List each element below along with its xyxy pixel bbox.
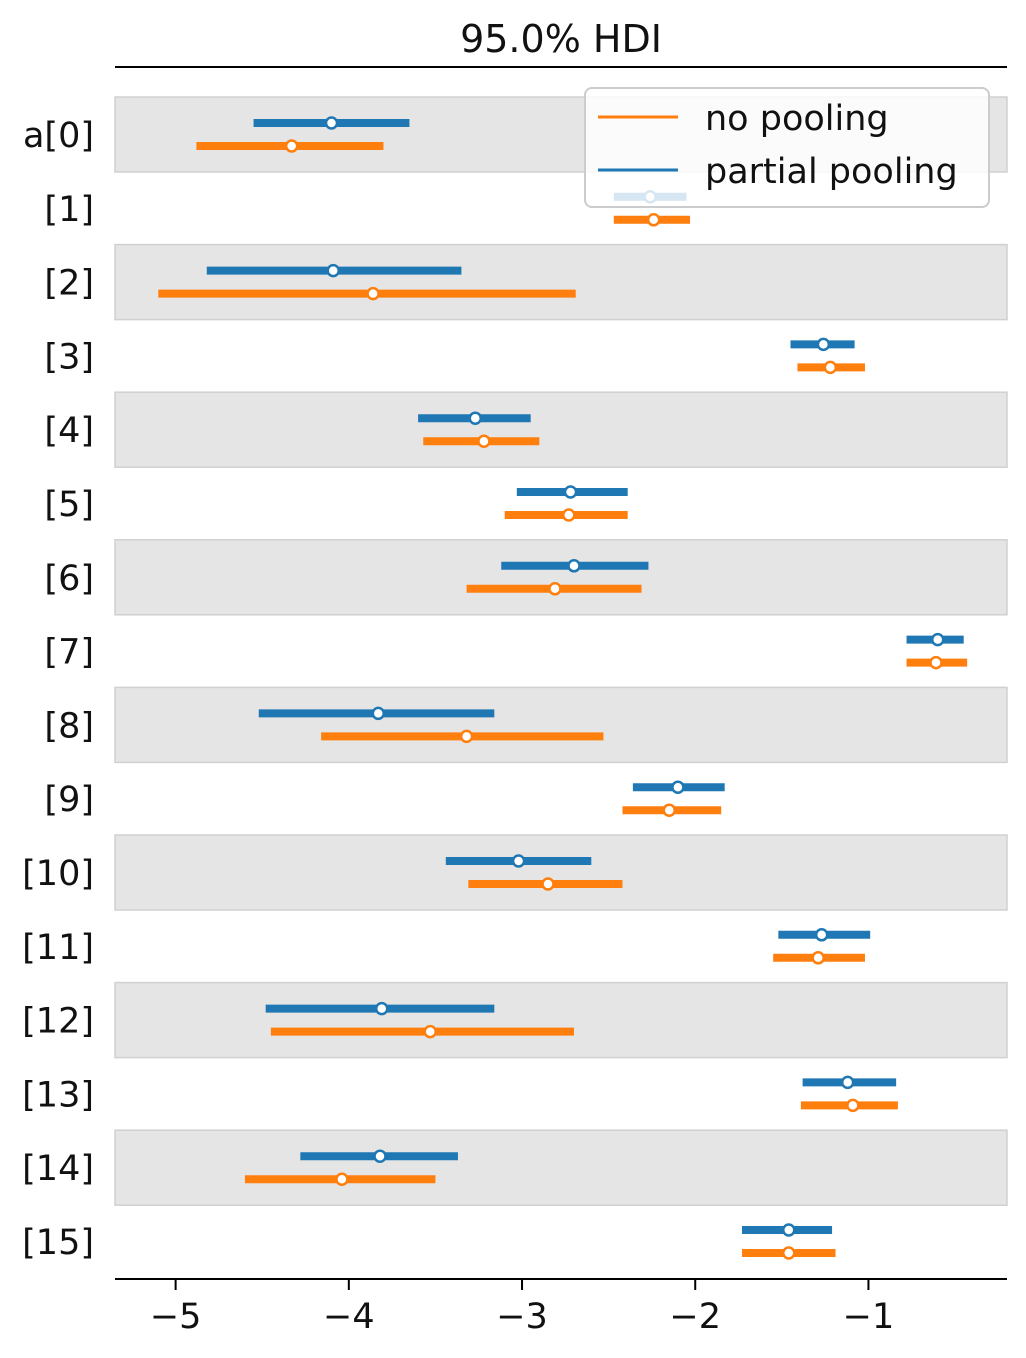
row-label: [4] [44, 411, 94, 451]
row-band [114, 391, 1008, 468]
point-estimate-partial-pooling [371, 706, 386, 721]
point-estimate-no-pooling [846, 1098, 860, 1113]
row-band [114, 243, 1008, 321]
row-label: [13] [22, 1075, 94, 1115]
row-label: [1] [44, 190, 94, 230]
row-label: [15] [22, 1223, 94, 1263]
point-estimate-partial-pooling [374, 1001, 389, 1016]
row-label: [11] [22, 928, 94, 968]
legend-box [584, 87, 990, 208]
row-label: [7] [44, 633, 94, 673]
point-estimate-no-pooling [646, 213, 661, 227]
row-label: [12] [22, 1002, 94, 1042]
point-estimate-partial-pooling [816, 337, 831, 352]
x-axis: −5 −4 −3 −2 −1 [150, 1279, 894, 1337]
row-label: [3] [44, 337, 94, 377]
x-tick-label: −5 [150, 1297, 202, 1337]
x-tick-label: −1 [843, 1297, 895, 1337]
point-estimate-no-pooling [423, 1024, 437, 1039]
x-tick-label: −2 [669, 1297, 721, 1337]
x-tick-label: −4 [323, 1297, 375, 1337]
point-estimate-no-pooling [562, 508, 576, 522]
row-bands [114, 96, 1008, 1206]
row-label: [14] [22, 1149, 94, 1189]
point-estimate-no-pooling [477, 434, 491, 448]
point-estimate-no-pooling [811, 951, 825, 965]
point-estimate-partial-pooling [671, 780, 685, 794]
legend-label-no-pooling: no pooling [705, 99, 889, 139]
point-estimate-partial-pooling [468, 411, 483, 425]
x-tick-label: −3 [496, 1297, 548, 1337]
point-estimate-no-pooling [548, 582, 562, 596]
row-band [114, 981, 1008, 1059]
row-band [114, 1129, 1008, 1206]
point-estimate-no-pooling [929, 655, 943, 670]
row-band [114, 686, 1008, 764]
point-estimate-partial-pooling [563, 485, 578, 499]
point-estimate-partial-pooling [782, 1223, 796, 1237]
row-label: [10] [22, 854, 94, 894]
chart-title: 95.0% HDI [460, 17, 662, 61]
interval-marks [158, 116, 968, 1260]
point-estimate-partial-pooling [567, 559, 581, 573]
point-estimate-no-pooling [782, 1246, 796, 1260]
row-labels: a[0] [1] [2] [3] [4] [5] [6] [7] [8] [9] [10] [11] [… [22, 116, 94, 1263]
row-label: [6] [44, 559, 94, 599]
row-label: [8] [44, 706, 94, 746]
legend-label-partial-pooling: partial pooling [705, 152, 958, 192]
point-estimate-partial-pooling [511, 854, 526, 868]
row-label: a[0] [23, 116, 94, 156]
point-estimate-no-pooling [335, 1172, 349, 1186]
point-estimate-partial-pooling [930, 632, 945, 647]
point-estimate-partial-pooling [326, 263, 340, 278]
point-estimate-partial-pooling [373, 1149, 387, 1163]
point-estimate-partial-pooling [814, 928, 829, 942]
point-estimate-partial-pooling [324, 116, 339, 130]
legend: no pooling partial pooling [584, 87, 990, 208]
row-label: [2] [44, 264, 94, 304]
row-band [114, 539, 1008, 616]
point-estimate-no-pooling [284, 139, 299, 153]
row-label: [5] [44, 485, 94, 525]
point-estimate-no-pooling [459, 729, 474, 744]
point-estimate-no-pooling [823, 360, 838, 375]
point-estimate-no-pooling [662, 803, 677, 817]
point-estimate-partial-pooling [840, 1075, 855, 1090]
row-band [114, 834, 1008, 911]
row-label: [9] [44, 780, 94, 820]
point-estimate-no-pooling [541, 877, 555, 891]
point-estimate-no-pooling [366, 286, 380, 301]
